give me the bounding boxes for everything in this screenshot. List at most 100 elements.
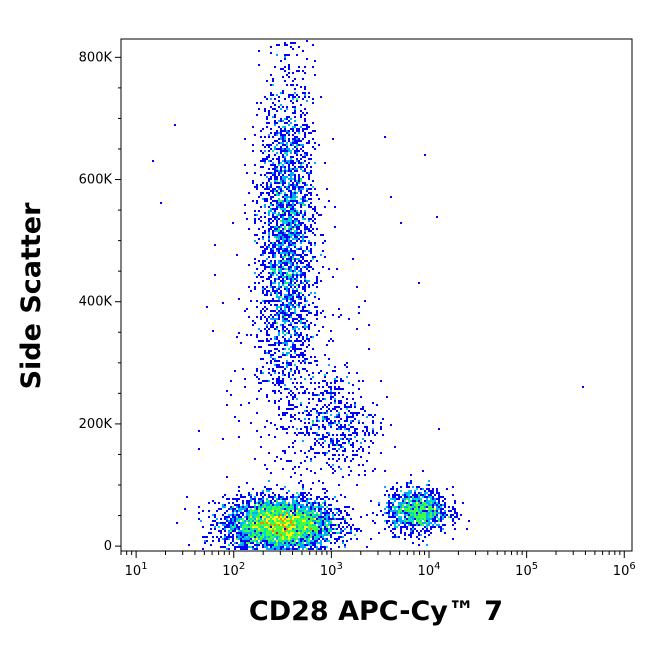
data-point	[300, 526, 302, 528]
data-point	[284, 66, 286, 68]
data-point	[316, 514, 318, 516]
data-point	[272, 382, 274, 384]
data-point	[268, 512, 270, 514]
data-point	[296, 338, 298, 340]
data-point	[290, 300, 292, 302]
data-point	[266, 468, 268, 470]
data-point	[200, 520, 202, 522]
data-point	[278, 138, 280, 140]
data-point	[286, 510, 288, 512]
data-point	[274, 314, 276, 316]
data-point	[290, 394, 292, 396]
data-point	[270, 198, 272, 200]
data-point	[324, 426, 326, 428]
data-point	[316, 530, 318, 532]
data-point	[326, 390, 328, 392]
data-point	[292, 506, 294, 508]
data-point	[420, 524, 422, 526]
data-point	[282, 220, 284, 222]
data-point	[440, 508, 442, 510]
data-point	[286, 202, 288, 204]
data-point	[300, 206, 302, 208]
data-point	[298, 516, 300, 518]
data-point	[274, 544, 276, 546]
data-point	[266, 184, 268, 186]
data-point	[344, 364, 346, 366]
data-point	[278, 246, 280, 248]
data-point	[314, 536, 316, 538]
data-point	[318, 434, 320, 436]
data-point	[312, 532, 314, 534]
data-point	[254, 496, 256, 498]
data-point	[290, 414, 292, 416]
data-point	[246, 544, 248, 546]
data-point	[276, 540, 278, 542]
data-point	[252, 526, 254, 528]
data-point	[274, 400, 276, 402]
data-point	[248, 516, 250, 518]
data-point	[304, 198, 306, 200]
data-point	[300, 500, 302, 502]
data-point	[284, 198, 286, 200]
data-point	[302, 306, 304, 308]
data-point	[294, 346, 296, 348]
data-point	[294, 200, 296, 202]
data-point	[300, 518, 302, 520]
data-point	[458, 518, 460, 520]
data-point	[284, 316, 286, 318]
data-point	[268, 480, 270, 482]
data-point	[312, 420, 314, 422]
data-point	[234, 520, 236, 522]
data-point	[292, 426, 294, 428]
data-point	[294, 352, 296, 354]
data-point	[426, 498, 428, 500]
data-point	[430, 528, 432, 530]
data-point	[280, 304, 282, 306]
data-point	[248, 538, 250, 540]
data-point	[298, 524, 300, 526]
data-point	[318, 522, 320, 524]
data-point	[296, 514, 298, 516]
data-point	[292, 262, 294, 264]
data-point	[242, 512, 244, 514]
data-point	[266, 504, 268, 506]
data-point	[256, 522, 258, 524]
data-point	[326, 372, 328, 374]
data-point	[238, 332, 240, 334]
data-point	[286, 496, 288, 498]
data-point	[360, 446, 362, 448]
data-point	[234, 528, 236, 530]
data-point	[278, 194, 280, 196]
data-point	[418, 504, 420, 506]
data-point	[424, 512, 426, 514]
data-point	[268, 380, 270, 382]
data-point	[270, 536, 272, 538]
data-point	[332, 514, 334, 516]
data-point	[280, 146, 282, 148]
data-point	[274, 116, 276, 118]
data-point	[424, 518, 426, 520]
data-point	[288, 224, 290, 226]
data-point	[322, 442, 324, 444]
data-point	[294, 536, 296, 538]
data-point	[270, 510, 272, 512]
data-point	[268, 524, 270, 526]
data-point	[272, 192, 274, 194]
data-point	[436, 508, 438, 510]
data-point	[302, 496, 304, 498]
data-point	[296, 154, 298, 156]
data-point	[430, 514, 432, 516]
data-point	[424, 500, 426, 502]
data-point	[290, 296, 292, 298]
data-point	[326, 516, 328, 518]
data-point	[416, 508, 418, 510]
data-point	[266, 546, 268, 548]
data-point	[278, 546, 280, 548]
data-point	[340, 468, 342, 470]
data-point	[348, 438, 350, 440]
data-point	[400, 510, 402, 512]
data-point	[328, 386, 330, 388]
data-point	[430, 526, 432, 528]
data-point	[318, 382, 320, 384]
x-tick-exponent: 2	[239, 561, 245, 572]
